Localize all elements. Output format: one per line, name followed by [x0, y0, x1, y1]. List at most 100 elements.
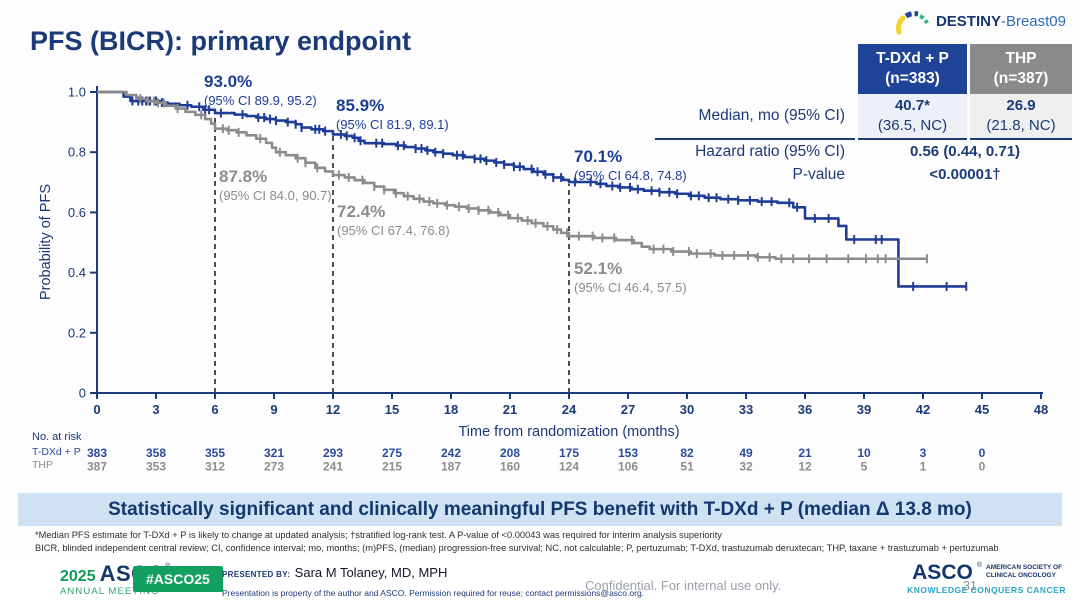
at-risk-count: 273 [264, 460, 284, 474]
p-value: <0.00001† [929, 166, 1001, 183]
at-risk-count: 0 [979, 460, 986, 474]
milestone-pct: 72.4% [337, 202, 386, 221]
column-header-line2: (n=387) [993, 70, 1049, 87]
at-risk-count: 3 [920, 446, 927, 460]
milestone-annotation-tdxd-24mo: 70.1% (95% CI 64.8, 74.8) [574, 147, 687, 183]
x-tick-label: 30 [680, 402, 694, 417]
at-risk-count: 21 [798, 446, 812, 460]
y-axis-label: Probability of PFS [38, 183, 54, 301]
page-number: 31 [963, 579, 977, 593]
y-tick-label: 0 [79, 386, 86, 401]
column-header-line1: THP [1005, 49, 1037, 67]
at-risk-count: 106 [618, 460, 638, 474]
presenter-block: PRESENTED BY: Sara M Tolaney, MD, MPH Pr… [222, 564, 644, 598]
x-tick-label: 48 [1034, 402, 1048, 417]
at-risk-count: 242 [441, 446, 461, 460]
y-tick-label: 1.0 [68, 85, 86, 100]
at-risk-count: 10 [857, 446, 871, 460]
at-risk-count: 175 [559, 446, 579, 460]
milestone-annotation-thp-24mo: 52.1% (95% CI 46.4, 57.5) [574, 259, 687, 295]
at-risk-count: 353 [146, 460, 166, 474]
at-risk-count: 160 [500, 460, 520, 474]
y-tick-label: 0.2 [68, 325, 86, 340]
at-risk-count: 187 [441, 460, 461, 474]
x-tick-label: 33 [739, 402, 753, 417]
milestone-ci: (95% CI 46.4, 57.5) [574, 279, 687, 295]
results-table-spacer [655, 44, 855, 94]
at-risk-count: 358 [146, 446, 166, 460]
hazard-ratio-value: 0.56 (0.44, 0.71) [909, 143, 1021, 160]
at-risk-count: 208 [500, 446, 520, 460]
at-risk-count: 82 [680, 446, 694, 460]
meeting-year: 2025 [60, 568, 96, 585]
at-risk-row-label-thp: THP [32, 459, 53, 471]
median-value: 40.7* [894, 97, 931, 114]
x-tick-label: 27 [621, 402, 635, 417]
p-value-label: P-value [792, 165, 845, 183]
at-risk-count: 383 [87, 446, 107, 460]
footnotes: *Median PFS estimate for T-DXd + P is li… [35, 529, 999, 554]
milestone-ci: (95% CI 81.9, 89.1) [336, 116, 449, 132]
at-risk-count: 153 [618, 446, 638, 460]
at-risk-count: 355 [205, 446, 225, 460]
median-value-tdxd: 40.7* (36.5, NC) [858, 94, 967, 140]
footer: 2025 ASCO® ANNUAL MEETING #ASCO25 PRESENT… [0, 558, 1080, 603]
key-message-banner: Statistically significant and clinically… [18, 493, 1062, 526]
at-risk-count: 12 [798, 460, 812, 474]
hazard-ratio-label: Hazard ratio (95% CI) [695, 142, 845, 160]
milestone-ci: (95% CI 64.8, 74.8) [574, 167, 687, 183]
results-table: T-DXd + P (n=383) THP (n=387) Median, mo… [655, 44, 1072, 186]
x-tick-label: 24 [562, 402, 577, 417]
x-tick-label: 12 [326, 402, 340, 417]
x-tick-label: 3 [152, 402, 159, 417]
asco-society-label: AMERICAN SOCIETY OF CLINICAL ONCOLOGY [986, 564, 1063, 579]
milestone-ci: (95% CI 84.0, 90.7) [219, 187, 332, 203]
median-row-label: Median, mo (95% CI) [655, 94, 855, 140]
asco-logo-top: ASCO ® AMERICAN SOCIETY OF CLINICAL ONCOL… [907, 562, 1066, 583]
brand-suffix: -Breast09 [1000, 12, 1066, 30]
at-risk-row-label-tdxd: T-DXd + P [32, 446, 81, 458]
x-axis-label: Time from randomization (months) [458, 424, 680, 440]
milestone-pct: 85.9% [336, 96, 385, 115]
milestone-annotation-thp-6mo: 87.8% (95% CI 84.0, 90.7) [219, 167, 332, 203]
x-tick-label: 21 [503, 402, 517, 417]
km-curve-tdxd-p [97, 90, 967, 288]
column-header-tdxd: T-DXd + P (n=383) [858, 44, 967, 94]
median-value-thp: 26.9 (21.8, NC) [970, 94, 1072, 140]
x-tick-label: 39 [857, 402, 871, 417]
destiny-breast09-logo: DESTINY-Breast09 [891, 7, 1066, 35]
y-tick-label: 0.4 [68, 265, 86, 280]
destiny-fan-icon [895, 11, 929, 35]
milestone-pct: 52.1% [574, 259, 623, 278]
column-header-thp: THP (n=387) [970, 44, 1072, 94]
milestone-ci: (95% CI 89.9, 95.2) [204, 92, 317, 108]
milestone-pct: 70.1% [574, 147, 623, 166]
presenter-name: Sara M Tolaney, MD, MPH [294, 565, 448, 580]
permission-text: Presentation is property of the author a… [222, 588, 645, 598]
at-risk-count: 49 [739, 446, 753, 460]
at-risk-count: 387 [87, 460, 107, 474]
at-risk-count: 51 [680, 460, 694, 474]
hashtag-badge: #ASCO25 [133, 566, 223, 592]
at-risk-count: 124 [559, 460, 579, 474]
brand-name: DESTINY [935, 12, 1001, 30]
at-risk-count: 241 [323, 460, 343, 474]
at-risk-count: 293 [323, 446, 343, 460]
y-tick-label: 0.8 [68, 145, 86, 160]
milestone-annotation-tdxd-12mo: 85.9% (95% CI 81.9, 89.1) [336, 96, 449, 132]
registered-mark: ® [976, 562, 982, 569]
at-risk-count: 32 [739, 460, 753, 474]
at-risk-count: 1 [920, 460, 927, 474]
footnote-line1: *Median PFS estimate for T-DXd + P is li… [35, 530, 722, 540]
at-risk-count: 0 [979, 446, 986, 460]
at-risk-count: 312 [205, 460, 225, 474]
footnote-line2: BICR, blinded independent central review… [35, 542, 999, 553]
column-header-line2: (n=383) [885, 70, 940, 87]
asco-logo: ASCO ® AMERICAN SOCIETY OF CLINICAL ONCOL… [907, 562, 1066, 595]
at-risk-count: 5 [861, 460, 868, 474]
at-risk-count: 215 [382, 460, 402, 474]
presenter-line: PRESENTED BY: Sara M Tolaney, MD, MPH [222, 564, 644, 582]
x-tick-label: 18 [444, 402, 458, 417]
asco-wordmark: ASCO [912, 561, 973, 584]
